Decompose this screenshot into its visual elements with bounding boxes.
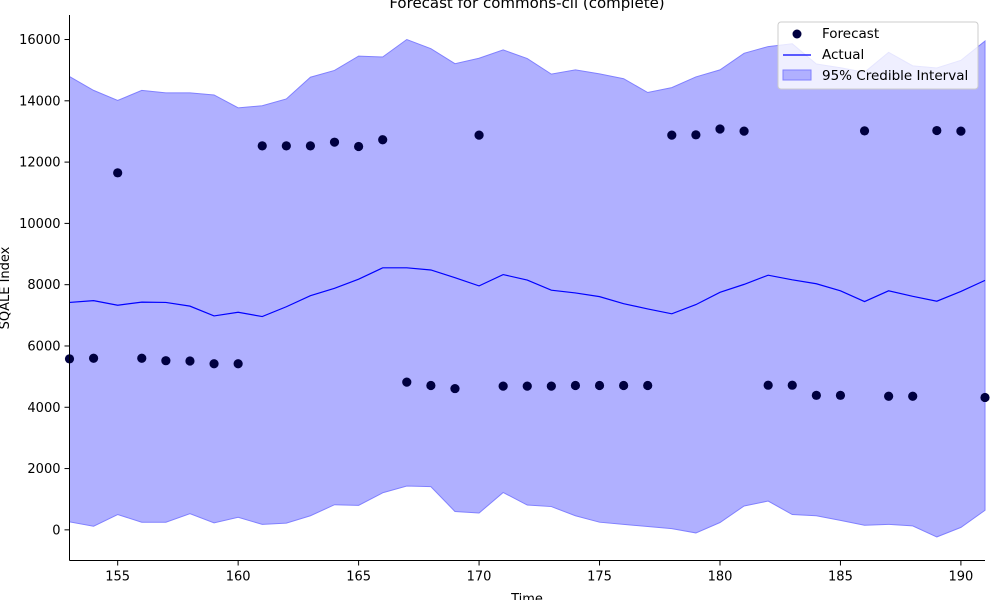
chart-title: Forecast for commons-cli (complete)	[389, 0, 664, 12]
y-tick-label: 4000	[27, 401, 60, 416]
forecast-point	[787, 380, 797, 390]
x-tick-label: 155	[105, 570, 130, 585]
x-tick-label: 160	[226, 570, 251, 585]
forecast-point	[980, 392, 990, 403]
y-tick-label: 0	[52, 523, 60, 538]
forecast-point	[739, 126, 749, 136]
x-tick-label: 190	[948, 570, 973, 585]
credible-interval-band	[69, 38, 986, 538]
x-tick-label: 170	[467, 570, 492, 585]
y-tick-label: 10000	[19, 217, 60, 232]
forecast-point	[498, 381, 508, 391]
legend-actual-label: Actual	[822, 47, 864, 63]
forecast-point	[329, 137, 340, 147]
legend-forecast-marker	[792, 29, 802, 39]
forecast-point	[281, 141, 291, 151]
forecast-point	[932, 125, 942, 136]
forecast-point	[378, 135, 388, 145]
forecast-point	[570, 380, 581, 391]
forecast-point	[450, 383, 460, 394]
forecast-point	[908, 391, 918, 401]
legend: Forecast Actual 95% Credible Interval	[777, 21, 979, 90]
legend-box	[777, 21, 979, 90]
forecast-point	[884, 391, 894, 401]
forecast-point	[811, 390, 821, 400]
forecast-point	[137, 353, 147, 363]
y-tick-label: 6000	[27, 339, 60, 354]
forecast-point	[426, 380, 436, 391]
forecast-point	[88, 353, 99, 363]
x-tick-label: 165	[346, 570, 371, 585]
forecast-point	[522, 381, 532, 391]
y-tick-label: 16000	[19, 33, 60, 48]
forecast-point	[209, 359, 219, 369]
y-tick-label: 2000	[27, 462, 60, 477]
axes: 155 160 165 170 175 180 185 190 0 2000 4000 6000 80…	[19, 15, 985, 585]
forecast-point	[956, 126, 966, 136]
y-ticks: 0 2000 4000 6000 8000 10000 12000 14000 16000	[19, 33, 70, 538]
forecast-point	[233, 359, 243, 369]
forecast-point	[715, 124, 725, 134]
plot-area	[64, 38, 990, 538]
forecast-point	[667, 130, 677, 140]
y-tick-label: 12000	[19, 156, 60, 171]
legend-forecast-label: Forecast	[822, 26, 879, 42]
forecast-point	[113, 168, 123, 178]
forecast-point	[643, 380, 653, 391]
x-tick-label: 185	[828, 570, 853, 585]
forecast-point	[594, 380, 605, 391]
forecast-point	[402, 377, 412, 387]
forecast-point	[763, 380, 773, 390]
forecast-point	[161, 356, 171, 366]
forecast-point	[257, 141, 267, 151]
x-tick-label: 180	[708, 570, 733, 585]
forecast-point	[305, 141, 316, 151]
forecast-point	[474, 130, 484, 140]
forecast-point	[691, 130, 701, 140]
forecast-point	[185, 356, 195, 366]
forecast-points	[64, 124, 990, 403]
y-axis-label: SQALE Index	[0, 246, 13, 329]
forecast-point	[354, 141, 364, 152]
x-tick-label: 175	[587, 570, 612, 585]
forecast-point	[546, 381, 556, 391]
x-axis-label: Time	[510, 592, 543, 600]
actual-line	[69, 267, 986, 318]
forecast-point	[619, 380, 629, 391]
y-tick-label: 8000	[27, 278, 60, 293]
forecast-point	[835, 390, 846, 400]
y-tick-label: 14000	[19, 94, 60, 109]
legend-interval-label: 95% Credible Interval	[822, 68, 968, 84]
x-ticks: 155 160 165 170 175 180 185 190	[105, 560, 973, 585]
forecast-point	[859, 126, 870, 136]
legend-interval-swatch	[782, 69, 812, 81]
